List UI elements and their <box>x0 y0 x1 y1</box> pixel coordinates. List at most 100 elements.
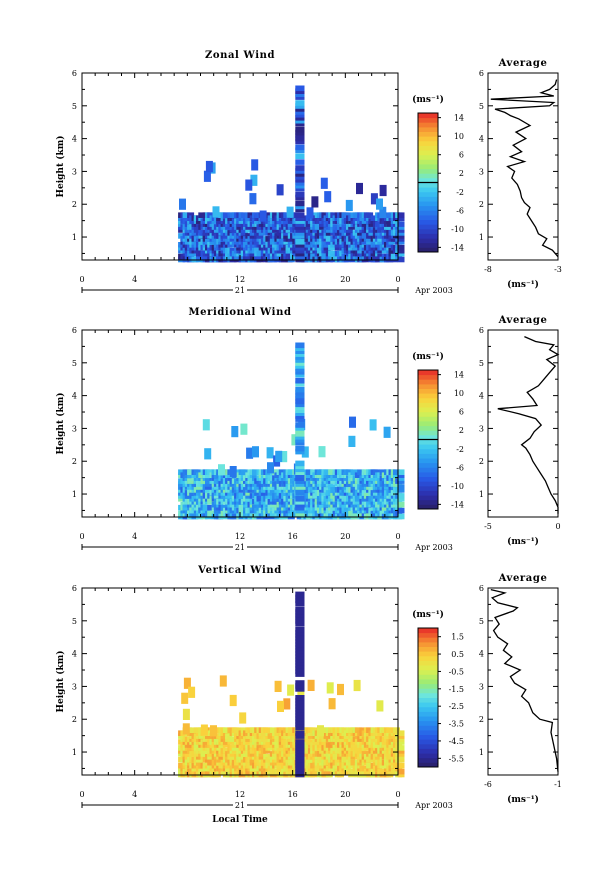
colorbar-swatch <box>418 679 438 685</box>
heatmap-cell <box>258 751 266 757</box>
heatmap-cell <box>397 768 405 775</box>
heatmap-cell <box>363 768 371 775</box>
heatmap-cell <box>238 507 246 514</box>
heatmap-cell <box>328 745 336 751</box>
heatmap-cell <box>301 230 309 236</box>
heatmap-cell <box>245 496 253 502</box>
colorbar-swatch <box>418 219 438 225</box>
heatmap-cell <box>276 184 284 196</box>
heatmap-cell <box>301 475 309 481</box>
heatmap-cell <box>384 736 391 742</box>
colorbar-swatch <box>418 145 438 151</box>
colorbar-swatch <box>418 753 438 759</box>
heatmap-cell <box>295 507 305 514</box>
heatmap-cell <box>252 446 259 458</box>
heatmap-cell <box>180 472 188 478</box>
heatmap-cell <box>321 757 329 763</box>
heatmap-cell <box>301 239 309 245</box>
profile-y-tick-label: 4 <box>479 392 484 401</box>
heatmap-cell <box>295 662 305 669</box>
heatmap-cell <box>269 490 277 496</box>
heatmap-cell <box>281 499 289 505</box>
heatmap-cell <box>390 759 398 766</box>
heatmap-cell <box>189 250 197 257</box>
heatmap-cell <box>384 751 391 757</box>
heatmap-cell <box>202 419 210 431</box>
colorbar-swatch <box>418 632 438 638</box>
profile-y-tick-label: 6 <box>479 326 484 335</box>
heatmap-cell <box>295 656 305 663</box>
heatmap-cell <box>295 247 305 254</box>
heatmap-cell <box>198 733 206 739</box>
heatmap-cell <box>245 179 253 191</box>
heatmap-cell <box>249 250 257 257</box>
heatmap-cell <box>276 765 284 772</box>
heatmap-cell <box>323 233 331 239</box>
heatmap-cell <box>397 487 405 493</box>
heatmap-cell <box>295 762 305 769</box>
heatmap-cell <box>211 768 219 775</box>
heatmap-cell <box>198 768 206 775</box>
colorbar-swatch <box>418 444 438 450</box>
heatmap-cell <box>348 762 356 769</box>
heatmap-cell <box>236 742 244 748</box>
heatmap-cell <box>386 233 394 239</box>
heatmap-cell <box>354 475 362 481</box>
heatmap-cell <box>295 112 305 118</box>
profile-x-tick-label: -8 <box>484 265 492 274</box>
heatmap-cell <box>295 129 305 136</box>
colorbar-tick-label: 10 <box>454 132 464 141</box>
heatmap-cell <box>236 754 244 760</box>
heatmap-cell <box>397 757 405 763</box>
profile-frame <box>487 587 559 776</box>
heatmap-cell <box>299 736 306 742</box>
heatmap-cell <box>240 239 248 245</box>
heatmap-cell <box>366 239 374 245</box>
heatmap-cell <box>295 413 305 419</box>
heatmap-cell <box>295 380 305 387</box>
heatmap-cell <box>323 733 331 739</box>
heatmap-cell <box>334 227 342 233</box>
heatmap-cell <box>193 501 201 508</box>
heatmap-cell <box>366 236 374 242</box>
heatmap-cell <box>245 493 253 499</box>
heatmap-cell <box>359 215 367 221</box>
heatmap-cell <box>249 472 257 478</box>
heatmap-cell <box>283 733 291 739</box>
heatmap-cell <box>295 221 305 227</box>
heatmap-cell <box>316 745 324 751</box>
heatmap-cell <box>283 757 291 763</box>
heatmap-cell <box>381 247 389 254</box>
heatmap-cell <box>295 647 305 654</box>
heatmap-cell <box>348 236 356 242</box>
colorbar-swatch <box>418 196 438 202</box>
heatmap-cell <box>225 227 233 233</box>
heatmap-cell <box>319 227 327 233</box>
y-tick-label: 3 <box>72 424 77 433</box>
heatmap-cell <box>319 478 327 484</box>
heatmap-cell <box>386 496 394 502</box>
heatmap-cell <box>379 510 387 517</box>
heatmap-cell <box>225 733 233 739</box>
heatmap-cell <box>370 193 378 205</box>
heatmap-cell <box>178 481 186 487</box>
colorbar-swatch <box>418 453 438 459</box>
profile-y-tick-label: 1 <box>479 233 484 242</box>
heatmap-cell <box>274 730 282 736</box>
heatmap-cell <box>397 472 405 478</box>
heatmap-cell <box>397 250 405 257</box>
heatmap-cell <box>366 242 374 248</box>
heatmap-cell <box>295 100 305 106</box>
heatmap-cell <box>263 504 271 511</box>
heatmap-cell <box>216 757 224 763</box>
heatmap-cell <box>260 490 268 496</box>
heatmap-cell <box>363 504 371 511</box>
heatmap-cell <box>231 230 239 236</box>
heatmap-cell <box>276 250 284 257</box>
heatmap-cell <box>348 224 356 230</box>
heatmap-cell <box>383 426 391 438</box>
heatmap-cell <box>265 212 273 218</box>
colorbar-swatch <box>418 462 438 468</box>
heatmap-cell <box>343 736 351 742</box>
heatmap-cell <box>295 594 305 601</box>
